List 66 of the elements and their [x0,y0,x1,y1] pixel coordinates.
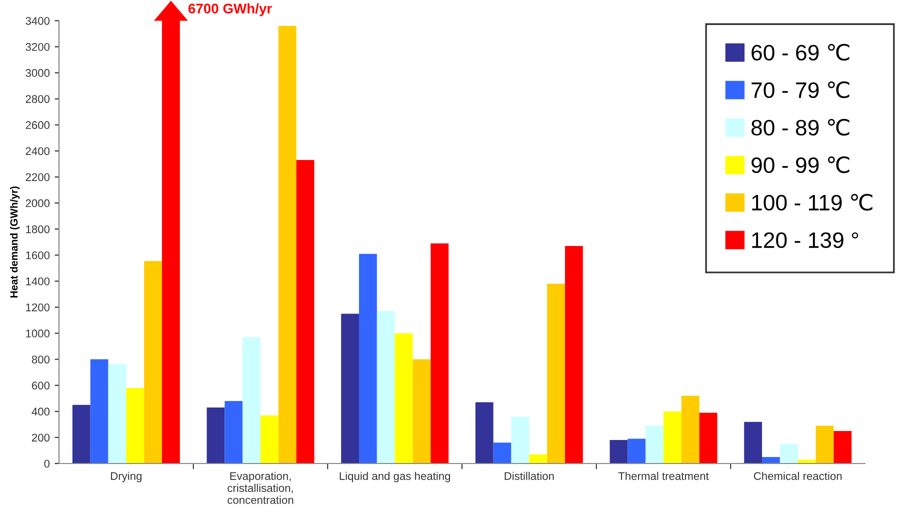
y-tick-label: 1000 [26,330,50,338]
x-tick-label: Liquid and gas heating [340,472,450,482]
bar [376,311,395,464]
legend-label: 70 - 79 ℃ [752,81,850,98]
bar [206,408,225,464]
y-tick-label: 400 [32,408,50,416]
bar [834,430,852,464]
bar [144,260,162,464]
legend-label: 80 - 89 ℃ [751,118,850,136]
bar [341,314,360,464]
bar [260,415,278,464]
y-tick-label: 1400 [26,277,50,286]
legend-label: 60 - 69 ℃ [752,44,850,61]
bar [664,411,682,464]
y-tick-label: 3200 [26,43,50,51]
legend-label: 90 - 99 ℃ [752,156,850,174]
bar [90,359,108,464]
bar [780,444,798,464]
x-tick-label: Chemical reaction [754,472,842,480]
bar [394,333,413,464]
bar [242,337,260,464]
bar [296,160,314,464]
legend-label: 120 - 139 ° [752,232,858,248]
y-tick-label: 2200 [26,173,50,182]
bar [126,388,144,464]
bar [412,359,431,464]
text: 6700 GWh/yr [188,3,272,16]
bar [564,246,583,464]
bar [681,396,700,464]
legend-label: 100 - 119 ℃ [752,194,872,211]
bar [646,426,664,464]
bar [359,254,377,464]
y-tick-label: 2800 [26,95,50,103]
y-tick-label: 1600 [26,251,50,260]
bar [108,364,126,464]
y-tick-label: 3000 [26,69,50,77]
bar [430,243,449,464]
bar [72,404,90,464]
y-axis-title: Heat demand (GWh/yr) [10,186,20,298]
bar [493,442,512,464]
bar [529,454,548,464]
x-tick-label: Thermal treatment [618,472,709,480]
x-tick-label: Distillation [504,472,554,480]
x-tick-label: Drying [111,472,142,482]
bar [762,456,780,464]
bar [278,26,296,464]
y-tick-label: 2000 [26,199,50,208]
bar [610,440,628,464]
y-tick-label: 0 [44,460,50,468]
y-tick-label: 1200 [26,303,50,312]
y-tick-label: 2600 [26,121,50,130]
bar [699,412,718,464]
y-tick-label: 600 [32,382,50,390]
bar [475,402,494,464]
y-tick-label: 3400 [26,16,50,25]
bar [547,284,565,464]
y-tick-label: 2400 [26,147,50,156]
bar [511,416,530,464]
y-tick-label: 1800 [26,225,50,234]
y-tick-label: 200 [32,434,50,442]
bar [628,438,646,464]
bar [816,426,834,464]
x-tick-label: Evaporation, cristallisation, concentration [228,472,294,504]
bar [224,400,243,464]
y-tick-label: 800 [32,356,50,364]
bar [744,422,762,464]
